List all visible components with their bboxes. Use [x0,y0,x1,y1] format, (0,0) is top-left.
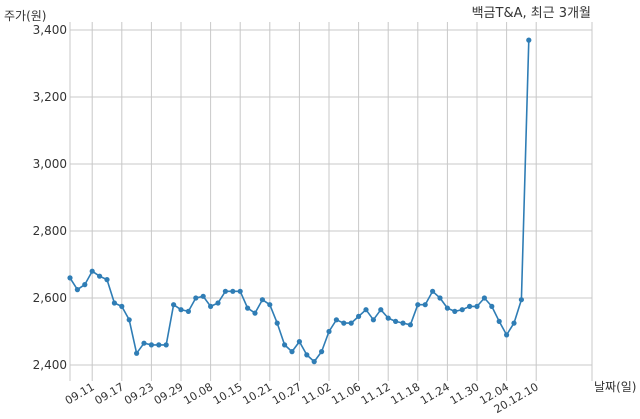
data-point [111,300,117,306]
data-point [215,300,221,306]
data-point [104,277,110,283]
y-axis-ticks: 2,400 2,600 2,800 3,000 3,200 3,400 [33,23,67,372]
data-point [341,320,347,326]
y-tick-label: 2,800 [33,224,67,238]
y-tick-label: 3,400 [33,23,67,37]
data-point [163,342,169,348]
data-point [370,317,376,323]
data-point [400,320,406,326]
data-point [230,288,236,294]
data-point [422,302,428,308]
data-point [259,297,265,303]
data-point [134,350,140,356]
grid [69,22,593,381]
y-tick-label: 2,400 [33,358,67,372]
data-point [237,288,243,294]
y-tick-label: 2,600 [33,291,67,305]
data-point [89,268,95,274]
data-point [245,305,251,311]
x-tick-label: 11.02 [300,380,334,407]
data-point [74,287,80,293]
data-point [178,307,184,313]
x-tick-label: 10.21 [241,380,275,407]
x-tick-label: 09.11 [63,380,97,407]
x-tick-label: 10.27 [270,380,304,407]
y-tick-label: 3,200 [33,90,67,104]
data-point [304,352,310,358]
data-point [119,303,125,309]
data-point [393,318,399,324]
data-point [526,37,532,43]
x-axis-ticks: 09.1109.1709.2309.2910.0810.1510.2110.27… [63,380,541,416]
data-point [489,303,495,309]
data-point [407,322,413,328]
data-point [193,295,199,301]
data-point [496,318,502,324]
data-point [444,305,450,311]
x-tick-label: 11.18 [389,380,423,407]
data-point [208,303,214,309]
data-point [511,320,517,326]
data-point [459,307,465,313]
data-point [289,349,295,355]
data-point [415,302,421,308]
data-point [82,282,88,288]
data-point [171,302,177,308]
x-tick-label: 09.29 [152,380,186,407]
data-point [467,303,473,309]
data-point [518,297,525,303]
data-point [311,359,317,365]
data-point [148,342,154,348]
x-tick-label: 09.23 [122,380,156,407]
data-point [356,313,362,319]
x-axis-label: 날짜(일) [594,380,636,394]
data-point [67,275,73,281]
data-point [319,349,325,355]
chart-title: 백금T&A, 최근 3개월 [472,6,591,21]
data-point [348,320,354,326]
data-point [222,288,228,294]
x-tick-label: 10.08 [181,380,215,407]
y-axis-label: 주가(원) [4,9,46,23]
x-tick-label: 11.24 [418,380,452,407]
data-point [282,342,288,348]
data-point [252,310,258,316]
y-tick-label: 3,000 [33,157,67,171]
data-point [185,308,191,314]
x-tick-label: 11.06 [329,380,363,407]
data-point [274,320,280,326]
data-point [296,339,302,345]
data-point [267,302,273,308]
data-point [430,288,436,294]
data-point [141,340,147,346]
data-point [326,328,332,335]
data-point [333,317,339,323]
data-point [385,315,391,321]
data-point [378,307,384,313]
data-point [126,317,132,323]
x-tick-label: 11.12 [359,380,393,407]
data-point [504,332,510,338]
x-tick-label: 10.15 [211,380,245,407]
data-point [200,293,206,299]
x-tick-label: 11.30 [448,380,482,407]
data-point [437,295,443,301]
price-points [67,37,532,365]
data-point [156,342,162,348]
x-tick-label: 09.17 [93,380,127,407]
data-point [363,307,369,313]
data-point [97,273,103,279]
data-point [481,295,487,301]
data-point [474,303,480,309]
data-point [452,308,458,314]
